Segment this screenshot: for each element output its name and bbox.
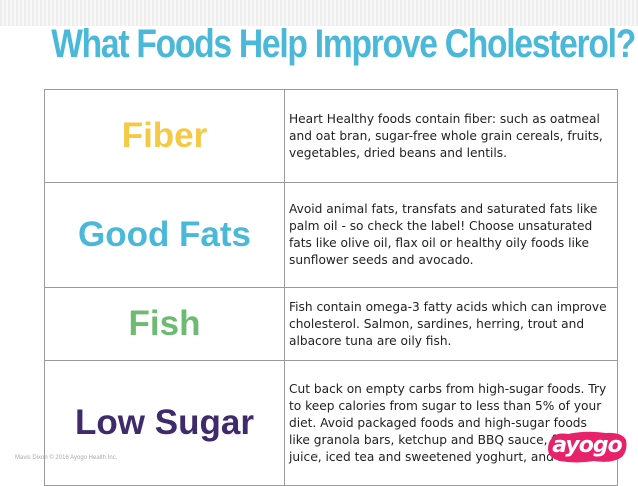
- row-description-fiber: Heart Healthy foods contain fiber: such …: [284, 89, 618, 183]
- row-label-good-fats: Good Fats: [44, 182, 285, 288]
- logo-shape: [548, 431, 627, 463]
- footer-credit: Mavis Dixon © 2016 Ayogo Health Inc.: [15, 455, 118, 461]
- table-row: Fiber Heart Healthy foods contain fiber:…: [44, 89, 618, 183]
- page-number: 6: [315, 454, 319, 460]
- row-description-good-fats: Avoid animal fats, transfats and saturat…: [284, 182, 618, 288]
- ayogo-logo: ayogo: [546, 430, 628, 464]
- table-row: Fish Fish contain omega-3 fatty acids wh…: [44, 287, 618, 361]
- table-row: Good Fats Avoid animal fats, transfats a…: [44, 182, 618, 288]
- foods-table: Fiber Heart Healthy foods contain fiber:…: [44, 89, 618, 486]
- row-label-fiber: Fiber: [44, 89, 285, 183]
- table-row: Low Sugar Cut back on empty carbs from h…: [44, 360, 618, 486]
- row-label-fish: Fish: [44, 287, 285, 361]
- slide-title: What Foods Help Improve Cholesterol?: [51, 22, 636, 66]
- logo-text: ayogo: [552, 433, 623, 458]
- row-description-low-sugar: Cut back on empty carbs from high-sugar …: [284, 360, 618, 486]
- top-stripe: [0, 0, 638, 26]
- row-description-fish: Fish contain omega-3 fatty acids which c…: [284, 287, 618, 361]
- row-label-low-sugar: Low Sugar: [44, 360, 285, 486]
